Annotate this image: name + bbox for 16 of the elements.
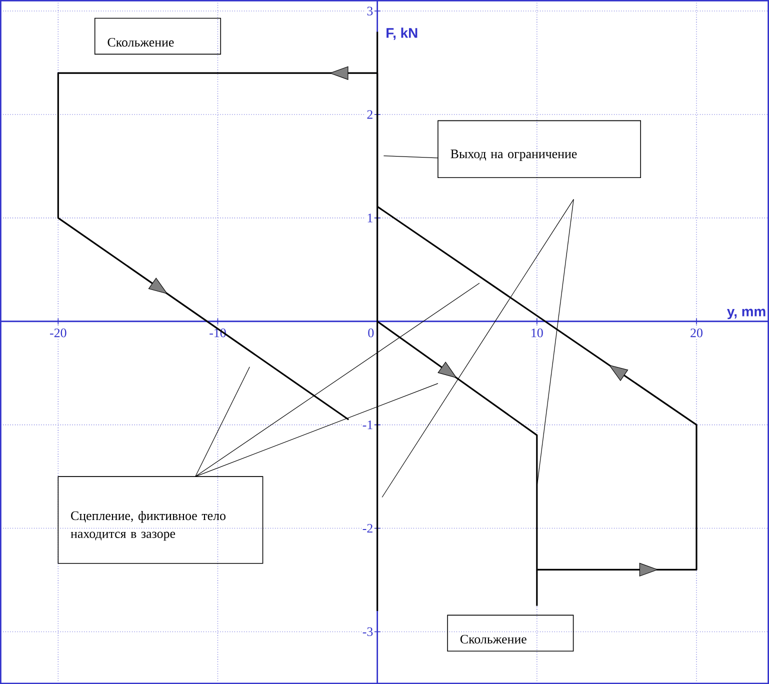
x-tick-label: 10 bbox=[532, 328, 543, 338]
annotation: Выход на ограничение bbox=[450, 150, 577, 161]
y-axis-title: F, kN bbox=[386, 28, 418, 40]
y-tick-label: 1 bbox=[368, 214, 372, 222]
y-tick-label: -1 bbox=[362, 420, 372, 430]
annotation: Сцепление, фиктивное тело находится в зазоре bbox=[70, 510, 226, 541]
x-tick-label: 20 bbox=[690, 328, 702, 338]
y-tick-label: 2 bbox=[367, 110, 372, 119]
x-tick-label: -20 bbox=[50, 328, 66, 338]
annotation: Скольжение bbox=[108, 38, 174, 47]
y-tick-label: -2 bbox=[362, 524, 372, 532]
annotation: Скольжение bbox=[460, 634, 526, 644]
x-tick-label: 0 bbox=[368, 328, 374, 338]
x-axis-title: y, mm bbox=[727, 308, 766, 320]
y-tick-label: -3 bbox=[362, 627, 373, 636]
y-tick-label: 3 bbox=[367, 6, 373, 16]
